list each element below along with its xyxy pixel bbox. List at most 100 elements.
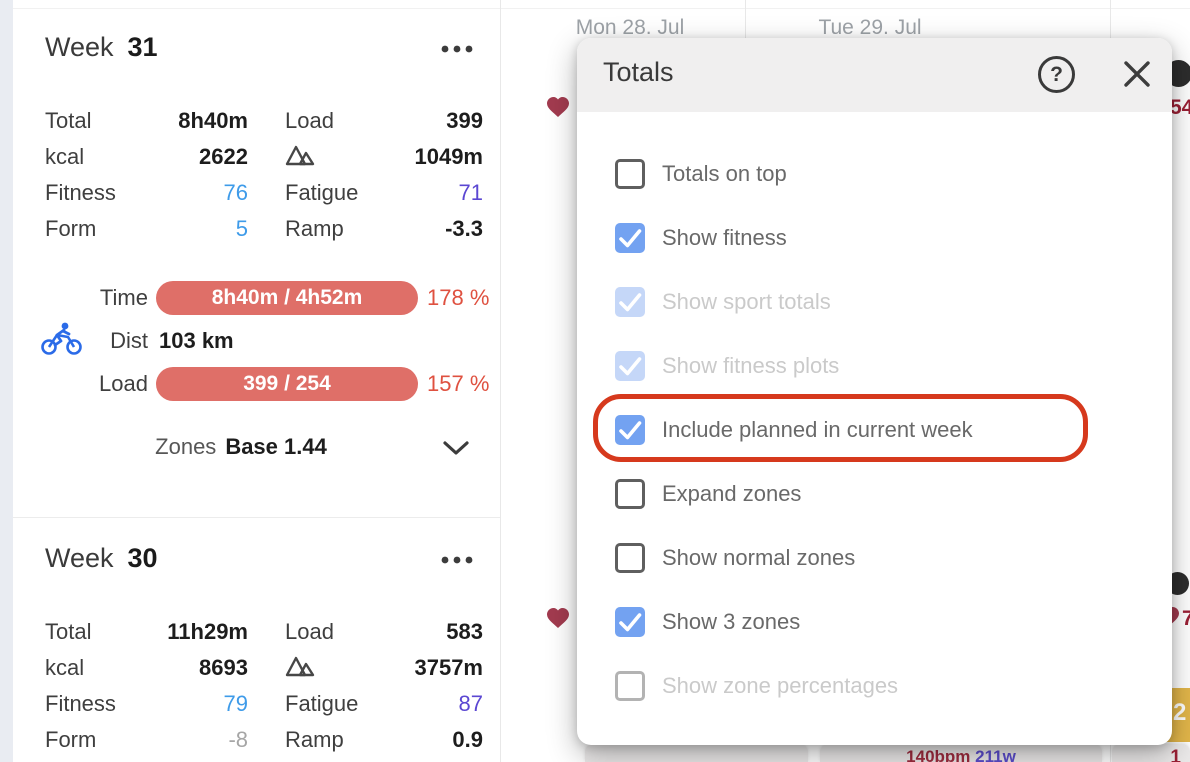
- stat-value: -3.3: [445, 216, 483, 241]
- stat-value: 0.9: [452, 727, 483, 752]
- activity-card[interactable]: [585, 744, 808, 762]
- day-header-tue: Tue 29. Jul: [818, 16, 922, 39]
- checkbox[interactable]: [615, 223, 645, 253]
- stat-label: Load: [285, 108, 334, 133]
- stat-value: 8h40m: [178, 108, 248, 133]
- heart-icon: [547, 608, 569, 628]
- option-show-sport-totals: Show sport totals: [577, 270, 1172, 334]
- options-list: Totals on top Show fitness Show sport to…: [577, 142, 1172, 718]
- week-menu-button[interactable]: [440, 40, 474, 58]
- cyclist-icon: [41, 322, 82, 355]
- distance-row: Dist 103 km: [45, 323, 234, 359]
- option-label[interactable]: Expand zones: [662, 481, 802, 506]
- option-show-normal-zones: Show normal zones: [577, 526, 1172, 590]
- week-card-divider: [13, 517, 500, 518]
- heart-icon: [547, 97, 569, 117]
- time-progress-pill: 8h40m / 4h52m: [156, 281, 418, 315]
- option-show-fitness: Show fitness: [577, 206, 1172, 270]
- option-label[interactable]: Show 3 zones: [662, 609, 801, 634]
- week-31-title: Week 31: [45, 32, 158, 63]
- week-label: Week: [45, 32, 114, 62]
- option-label[interactable]: Show normal zones: [662, 545, 856, 570]
- week-menu-button[interactable]: [440, 551, 474, 569]
- stat-label: Fatigue: [285, 691, 359, 716]
- week-30-title: Week 30: [45, 543, 158, 574]
- stat-label: Form: [45, 216, 97, 241]
- option-show-fitness-plots: Show fitness plots: [577, 334, 1172, 398]
- load-progress-row: Load 399 / 254 157 %: [45, 366, 489, 402]
- checkbox: [615, 351, 645, 381]
- checkbox[interactable]: [615, 479, 645, 509]
- stats-row: Total 11h29m Load 583: [45, 614, 483, 650]
- load-progress-pill: 399 / 254: [156, 367, 418, 401]
- option-totals-on-top: Totals on top: [577, 142, 1172, 206]
- week-label: Week: [45, 543, 114, 573]
- stats-row: Fitness 76 Fatigue 71: [45, 175, 483, 211]
- close-icon[interactable]: [1121, 58, 1153, 90]
- checkbox[interactable]: [615, 159, 645, 189]
- partial-number: 1: [1170, 747, 1181, 762]
- help-icon[interactable]: ?: [1038, 56, 1075, 93]
- chevron-down-icon[interactable]: [441, 438, 471, 458]
- option-label[interactable]: Include planned in current week: [662, 417, 973, 442]
- stats-row: kcal 2622 1049m: [45, 139, 483, 175]
- checkbox[interactable]: [615, 415, 645, 445]
- distance-value: 103 km: [159, 328, 234, 353]
- distance-label: Dist: [110, 328, 148, 353]
- option-label[interactable]: Totals on top: [662, 161, 787, 186]
- stat-value: 2622: [199, 144, 248, 169]
- week-30-stats: Total 11h29m Load 583 kcal 8693 3757m Fitne…: [45, 614, 483, 758]
- totals-dialog: Totals ? Totals on top Show fitness Show…: [577, 38, 1172, 745]
- checkbox[interactable]: [615, 607, 645, 637]
- option-include-planned: Include planned in current week: [577, 398, 1172, 462]
- stat-label: kcal: [45, 144, 85, 169]
- week-31-stats: Total 8h40m Load 399 kcal 2622 1049m Fitnes…: [45, 103, 483, 247]
- option-show-zone-percentages: Show zone percentages: [577, 654, 1172, 718]
- stat-value: 5: [235, 216, 248, 241]
- stat-value: 1049m: [414, 144, 483, 169]
- option-show-3-zones: Show 3 zones: [577, 590, 1172, 654]
- stat-value: 583: [446, 619, 483, 644]
- week-number: 30: [127, 543, 158, 573]
- checkbox: [615, 671, 645, 701]
- stat-label: Total: [45, 108, 92, 133]
- power-value: 211w: [975, 747, 1016, 762]
- stat-value: 79: [223, 691, 248, 716]
- zones-value: Base 1.44: [225, 434, 327, 459]
- elevation-icon: [285, 143, 315, 172]
- time-percent: 178 %: [427, 285, 490, 310]
- partial-hr-number: 7: [1182, 607, 1190, 630]
- stat-value: 76: [223, 180, 248, 205]
- panel-calendar-border: [500, 0, 501, 762]
- stat-value: -8: [228, 727, 248, 752]
- load-percent: 157 %: [427, 371, 490, 396]
- stat-label: Total: [45, 619, 92, 644]
- option-label[interactable]: Show fitness: [662, 225, 787, 250]
- stats-row: Form 5 Ramp -3.3: [45, 211, 483, 247]
- time-label: Time: [99, 285, 148, 310]
- partial-hr-number: 54: [1170, 96, 1190, 119]
- stat-value: 3757m: [414, 655, 483, 680]
- activity-card[interactable]: 140bpm 211w: [820, 744, 1102, 762]
- stats-row: kcal 8693 3757m: [45, 650, 483, 686]
- zones-label: Zones: [155, 434, 217, 459]
- checkbox[interactable]: [615, 543, 645, 573]
- option-label: Show fitness plots: [662, 353, 840, 378]
- zones-row: Zones Base 1.44: [45, 434, 437, 460]
- stat-label: kcal: [45, 655, 85, 680]
- hr-value: 140bpm: [906, 747, 971, 762]
- top-divider: [13, 8, 1190, 9]
- stat-value: 11h29m: [167, 619, 248, 644]
- stat-label: Ramp: [285, 216, 344, 241]
- stat-label: Ramp: [285, 727, 344, 752]
- option-label: Show sport totals: [662, 289, 831, 314]
- stats-row: Total 8h40m Load 399: [45, 103, 483, 139]
- option-expand-zones: Expand zones: [577, 462, 1172, 526]
- stat-label: Fatigue: [285, 180, 359, 205]
- load-label: Load: [99, 371, 148, 396]
- week-number: 31: [127, 32, 158, 62]
- activity-card[interactable]: 1: [1112, 744, 1190, 762]
- dialog-title: Totals: [603, 57, 674, 87]
- stat-label: Form: [45, 727, 97, 752]
